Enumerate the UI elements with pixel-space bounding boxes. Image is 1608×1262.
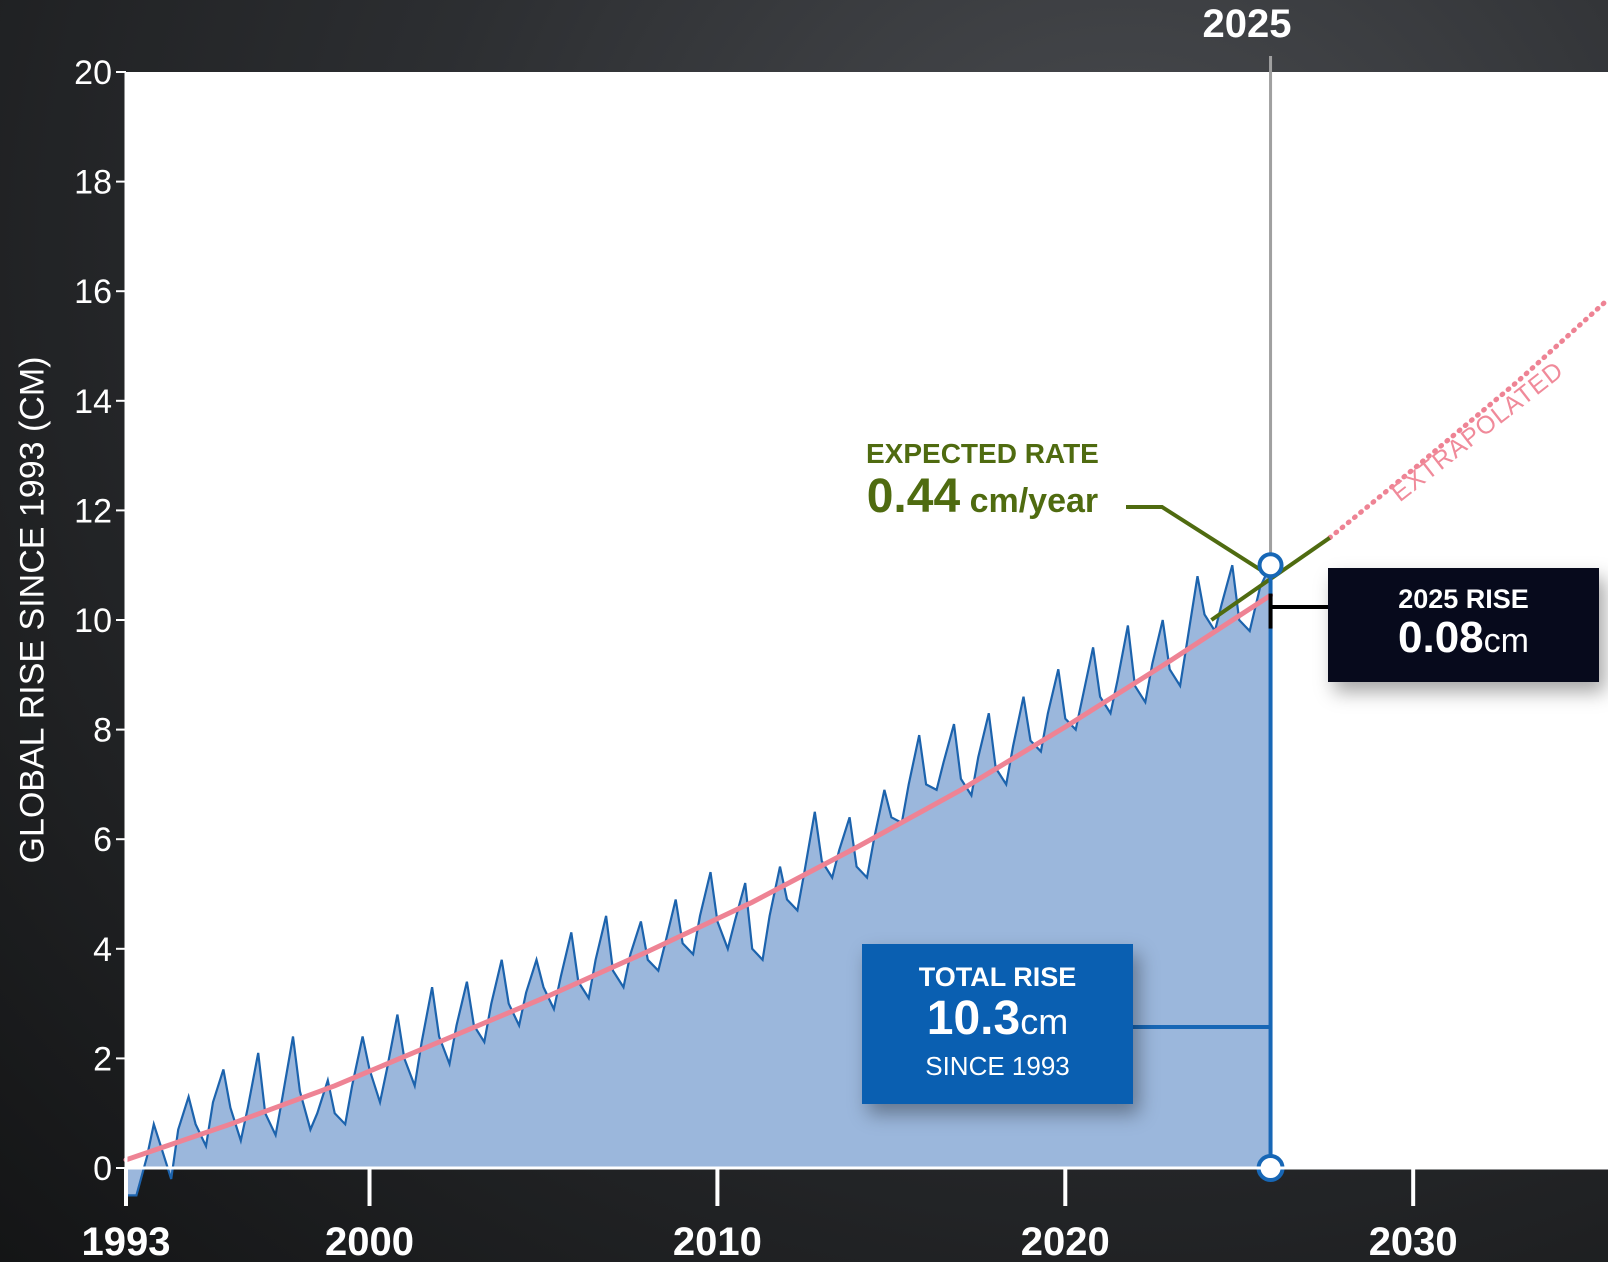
y-tick-label: 12 (74, 492, 112, 530)
y-tick-label: 20 (74, 54, 112, 92)
extrapolated-line (1327, 296, 1608, 541)
y-tick-label: 16 (74, 273, 112, 311)
x-tick-label: 1993 (82, 1220, 171, 1262)
x-tick-label: 2030 (1369, 1220, 1458, 1262)
y-tick-label: 6 (93, 821, 112, 859)
x-tick-label: 2000 (325, 1220, 414, 1262)
nasa-logo-icon (70, 0, 180, 22)
y-tick-label: 18 (74, 164, 112, 202)
total-rise-box: TOTAL RISE 10.3cm SINCE 1993 (862, 944, 1133, 1104)
rise-2025-unit: cm (1483, 622, 1529, 660)
total-rise-value: 10.3 (926, 992, 1021, 1045)
expected-rate-connector (1126, 505, 1272, 578)
y-tick-label: 4 (93, 931, 112, 969)
current-year-label: 2025 (1202, 2, 1292, 46)
rise-2025-title: 2025 RISE (1398, 584, 1529, 614)
total-rise-title: TOTAL RISE (918, 962, 1077, 992)
y-tick-label: 0 (93, 1150, 112, 1188)
y-tick-label: 8 (93, 712, 112, 750)
current-level-marker (1257, 552, 1284, 579)
expected-rate-unit: cm/year (960, 482, 1099, 520)
y-tick-label: 14 (74, 383, 112, 421)
trend-line (123, 592, 1273, 1163)
expected-rate-title: EXPECTED RATE (866, 438, 1099, 469)
y-tick-label: 10 (74, 602, 112, 640)
expected-rate-label: EXPECTED RATE 0.44 cm/year (866, 438, 1099, 524)
y-tick-label: 2 (93, 1040, 112, 1078)
expected-rate-value: 0.44 (866, 470, 961, 523)
x-tick-label: 2010 (673, 1220, 762, 1262)
rise-2025-value: 0.08 (1398, 613, 1484, 662)
total-rise-subtitle: SINCE 1993 (925, 1051, 1070, 1081)
total-rise-unit: cm (1020, 1001, 1069, 1042)
observed-line (126, 564, 1272, 1197)
y-axis-label: GLOBAL RISE SINCE 1993 (CM) (13, 356, 52, 864)
x-tick-label: 2020 (1021, 1220, 1110, 1262)
rise-2025-box: 2025 RISE 0.08cm (1328, 568, 1599, 682)
